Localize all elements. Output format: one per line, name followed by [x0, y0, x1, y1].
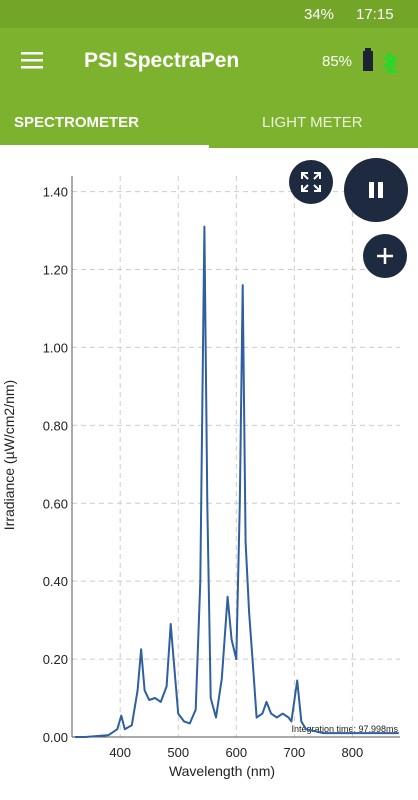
y-axis-title: Irradiance (µW/cm2/nm): [1, 380, 17, 530]
x-tick-label: 800: [342, 745, 364, 760]
y-tick-label: 1.20: [43, 263, 68, 278]
integration-time: Integration time: 97.998ms: [291, 724, 398, 734]
app-title: PSI SpectraPen: [84, 49, 240, 72]
tab[interactable]: LIGHT METER: [262, 114, 363, 131]
clock: 17:15: [356, 6, 394, 23]
y-tick-label: 1.40: [43, 185, 68, 200]
device-icons: [363, 48, 399, 73]
x-axis-title: Wavelength (nm): [169, 763, 275, 779]
x-tick-label: 700: [283, 745, 305, 760]
y-tick-label: 0.80: [43, 418, 68, 433]
status-bar: 34% 17:15: [0, 0, 418, 28]
battery-level: 34%: [304, 6, 335, 23]
fullscreen-button[interactable]: [289, 160, 333, 204]
x-tick-label: 400: [109, 745, 131, 760]
tab[interactable]: SPECTROMETER: [14, 114, 140, 131]
chart: Irradiance (µW/cm2/nm) Wavelength (nm) I…: [1, 176, 400, 779]
app-bar: PSI SpectraPen 85%: [0, 28, 418, 95]
tab-bar: SPECTROMETER LIGHT METER: [0, 95, 418, 148]
y-tick-label: 0.60: [43, 496, 68, 511]
menu-icon[interactable]: [21, 51, 43, 69]
spectrum-line: [74, 225, 399, 738]
add-button[interactable]: [363, 234, 407, 278]
pause-button[interactable]: [344, 158, 408, 222]
x-tick-label: 500: [167, 745, 189, 760]
device-battery: 85%: [322, 53, 353, 70]
tab-indicator: [0, 145, 209, 148]
y-tick-label: 0.40: [43, 574, 68, 589]
y-tick-label: 0.00: [43, 730, 68, 745]
y-tick-label: 1.00: [43, 340, 68, 355]
y-tick-label: 0.20: [43, 652, 68, 667]
x-tick-label: 600: [225, 745, 247, 760]
